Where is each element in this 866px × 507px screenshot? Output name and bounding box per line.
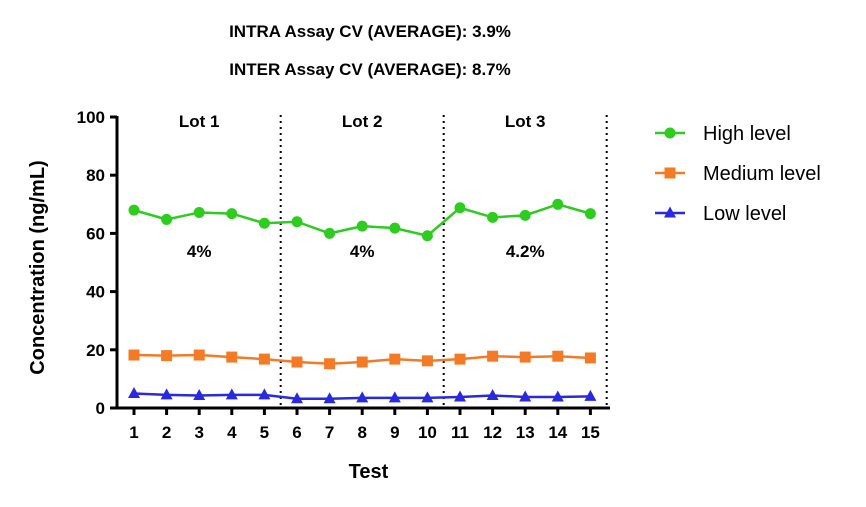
y-tick-label: 20 [86,341,105,360]
legend-label: High level [703,123,791,145]
x-tick-label: 2 [162,423,171,442]
data-point [389,353,401,365]
data-point [584,208,596,220]
data-point [421,355,433,367]
data-point [291,356,303,368]
data-point [486,388,499,400]
data-point [584,389,597,401]
data-point [193,388,206,400]
series-layer [128,198,597,404]
data-point [487,211,499,223]
data-point [324,227,336,239]
legend-item: Medium level [655,163,821,185]
series-high-level [128,198,596,242]
legend: High level Medium level Low level [655,123,821,225]
legend-item: High level [655,123,791,145]
data-point [356,391,369,403]
series-low-level [128,386,597,404]
intra-assay-cv-heading: INTRA Assay CV (AVERAGE): 3.9% [229,22,511,41]
data-point [388,391,401,403]
data-point [128,349,140,361]
legend-marker [664,127,676,139]
data-point [487,350,499,362]
data-point [161,350,173,362]
data-point [323,392,336,404]
lot-cv-label: 4% [187,242,212,261]
lot-cv-label: 4.2% [506,242,545,261]
lot-labels: Lot 1 4% Lot 2 4% Lot 3 4.2% [179,112,546,261]
x-tick-label: 5 [260,423,269,442]
x-tick-label: 1 [129,423,138,442]
data-point [258,217,270,229]
data-point [421,391,434,403]
lot-label: Lot 3 [505,112,546,131]
lot-label: Lot 2 [342,112,383,131]
data-point [552,350,564,362]
data-point [161,213,173,225]
data-point [454,202,466,214]
y-tick-label: 80 [86,166,105,185]
data-point [291,392,303,404]
lot-cv-label: 4% [350,242,375,261]
data-point [291,216,303,228]
data-point [552,198,564,210]
data-point [519,351,531,363]
data-point [454,353,466,365]
data-point [324,358,336,370]
data-point [226,351,238,363]
x-tick-label: 14 [548,423,567,442]
legend-item: Low level [655,203,786,225]
x-tick-label: 6 [292,423,301,442]
x-tick-label: 11 [451,423,469,442]
data-point [454,390,466,402]
data-point [226,208,238,220]
x-tick-label: 7 [325,423,334,442]
data-point [193,206,205,218]
x-tick-label: 12 [483,423,502,442]
data-point [389,222,401,234]
x-axis-label: Test [349,461,389,483]
data-point [519,390,532,402]
y-tick-label: 0 [96,399,105,418]
x-tick-label: 9 [390,423,399,442]
data-point [160,388,173,400]
x-tick-label: 4 [227,423,237,442]
data-point [519,209,531,221]
y-tick-label: 60 [86,224,105,243]
legend-marker [664,167,676,179]
legend-marker [664,206,676,218]
data-point [128,204,140,216]
legend-label: Low level [703,203,786,225]
data-point [225,388,238,400]
x-tick-label: 8 [357,423,366,442]
legend-label: Medium level [703,163,821,185]
x-tick-label: 3 [194,423,203,442]
y-tick-label: 100 [77,108,105,127]
data-point [584,352,596,364]
data-point [356,356,368,368]
x-tick-label: 15 [581,423,600,442]
data-point [193,349,205,361]
lot-separators [279,115,608,408]
data-point [356,220,368,232]
lot-label: Lot 1 [179,112,220,131]
data-point [551,390,564,402]
data-point [258,388,271,400]
series-medium-level [128,349,596,370]
x-tick-label: 10 [418,423,437,442]
data-point [128,386,140,398]
inter-assay-cv-heading: INTER Assay CV (AVERAGE): 8.7% [229,60,511,79]
x-tick-label: 13 [516,423,535,442]
data-point [421,230,433,242]
y-axis-label: Concentration (ng/mL) [27,160,49,374]
data-point [258,353,270,365]
y-tick-label: 40 [86,283,105,302]
